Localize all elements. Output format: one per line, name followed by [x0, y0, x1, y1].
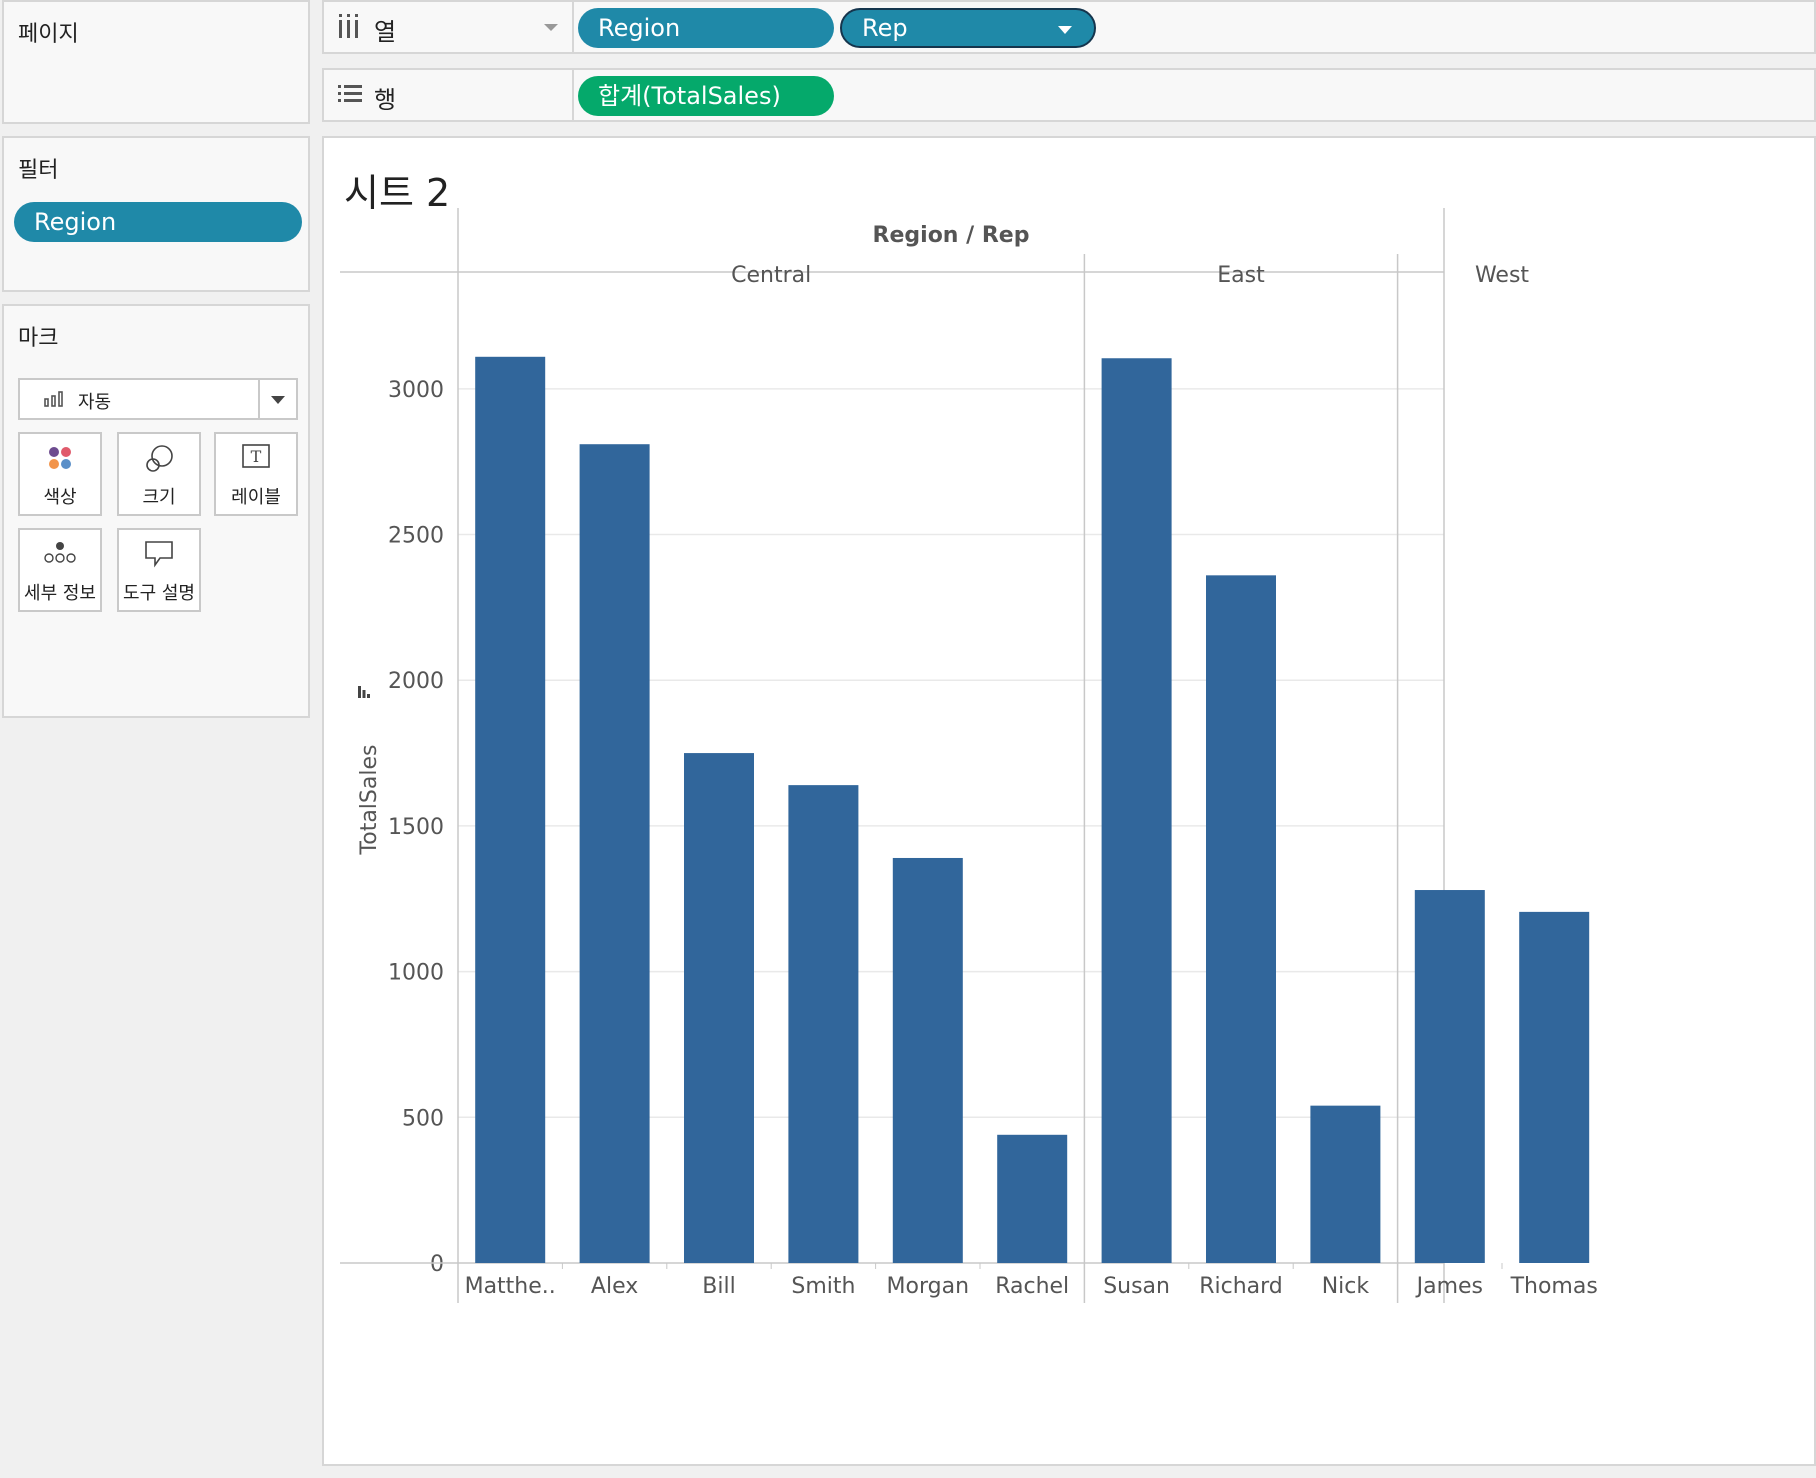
size-card-label: 크기	[142, 487, 176, 508]
pages-panel: 페이지	[2, 0, 310, 124]
x-tick-label: Rachel	[995, 1274, 1069, 1299]
y-axis-title: TotalSales	[357, 745, 382, 856]
detail-card-label: 세부 정보	[24, 583, 96, 604]
bar-rachel	[997, 1134, 1068, 1263]
mark-type-dropdown[interactable]: 자동	[18, 378, 298, 420]
header-title: Region / Rep	[873, 223, 1030, 248]
y-tick-label: 3000	[388, 378, 444, 403]
bar-alex	[579, 444, 650, 1263]
label-T-icon: T	[242, 444, 270, 474]
x-tick-label: James	[1415, 1274, 1483, 1299]
bar-richard	[1206, 575, 1276, 1263]
bar-bill	[684, 753, 754, 1263]
columns-shelf-label: 열	[374, 18, 397, 46]
region-header-west: West	[1475, 263, 1529, 288]
color-dots-icon	[46, 444, 74, 476]
bar-nick	[1310, 1105, 1381, 1263]
x-tick-label: Matthe..	[465, 1274, 556, 1299]
columns-pill-rep[interactable]: Rep	[840, 8, 1096, 48]
rows-shelf-label-area: 행	[324, 70, 574, 120]
x-tick-label: Morgan	[887, 1274, 970, 1299]
label-card-label: 레이블	[231, 487, 281, 508]
rows-shelf-label: 행	[374, 86, 397, 114]
color-card[interactable]: 색상	[18, 432, 102, 516]
size-card[interactable]: 크기	[117, 432, 201, 516]
detail-dots-icon	[43, 540, 77, 570]
x-tick-label: Richard	[1199, 1274, 1283, 1299]
columns-pill-region[interactable]: Region	[578, 8, 834, 48]
tooltip-bubble-icon	[144, 540, 174, 572]
marks-panel: 마크 자동 색상 크기 T 레이블 세부 정보 도구 설명	[2, 304, 310, 718]
chevron-down-icon[interactable]	[271, 396, 285, 404]
label-card[interactable]: T 레이블	[214, 432, 298, 516]
rows-list-icon	[338, 84, 362, 108]
rows-shelf: 행 합계(TotalSales)	[322, 68, 1816, 122]
svg-text:T: T	[251, 447, 262, 466]
x-tick-label: Susan	[1103, 1274, 1170, 1299]
columns-shelf-dropdown-icon[interactable]	[544, 24, 558, 31]
x-tick-label: Bill	[702, 1274, 735, 1299]
x-tick-label: Nick	[1322, 1274, 1370, 1299]
y-tick-label: 1000	[388, 961, 444, 986]
rows-pill-totalsales[interactable]: 합계(TotalSales)	[578, 76, 834, 116]
y-tick-label: 500	[402, 1106, 444, 1131]
filters-panel-title: 필터	[18, 158, 59, 183]
bar-james	[1414, 890, 1485, 1263]
filter-pill-region[interactable]: Region	[14, 202, 302, 242]
y-tick-label: 2000	[388, 669, 444, 694]
bar-thomas	[1519, 911, 1590, 1263]
sort-icon[interactable]	[358, 686, 370, 698]
bar-chart: Region / Rep 0 500 1000 1500 2000 2500 3000 Tota…	[340, 208, 1598, 1303]
bar-morgan	[892, 857, 963, 1263]
tooltip-card[interactable]: 도구 설명	[117, 528, 201, 612]
pages-panel-title: 페이지	[18, 22, 79, 47]
bar-susan	[1101, 358, 1172, 1264]
bar-matthe	[475, 356, 546, 1263]
x-tick-label: Thomas	[1510, 1274, 1598, 1299]
region-header-central: Central	[731, 263, 811, 288]
worksheet-view: 시트 2 Region / Rep 0 500 1000 1500 2000 2500 300…	[322, 136, 1816, 1466]
mark-type-label: 자동	[78, 392, 112, 413]
color-card-label: 색상	[43, 487, 77, 508]
chevron-down-icon[interactable]	[1058, 26, 1072, 34]
x-tick-label: Smith	[791, 1274, 855, 1299]
detail-card[interactable]: 세부 정보	[18, 528, 102, 612]
tooltip-card-label: 도구 설명	[123, 583, 195, 604]
columns-shelf-label-area: 열	[324, 2, 574, 52]
y-tick-label: 1500	[388, 815, 444, 840]
y-tick-label: 0	[430, 1252, 444, 1277]
sheet-title: 시트 2	[344, 171, 451, 215]
bar-smith	[788, 785, 859, 1263]
x-tick-label: Alex	[591, 1274, 638, 1299]
columns-shelf: 열 Region Rep	[322, 0, 1816, 54]
columns-icon	[338, 14, 360, 42]
filters-panel: 필터 Region	[2, 136, 310, 292]
bar-chart-icon	[44, 391, 64, 411]
columns-pill-rep-label: Rep	[862, 14, 908, 42]
marks-panel-title: 마크	[18, 326, 59, 351]
y-tick-label: 2500	[388, 524, 444, 549]
region-header-east: East	[1217, 263, 1265, 288]
size-circles-icon	[144, 444, 174, 478]
